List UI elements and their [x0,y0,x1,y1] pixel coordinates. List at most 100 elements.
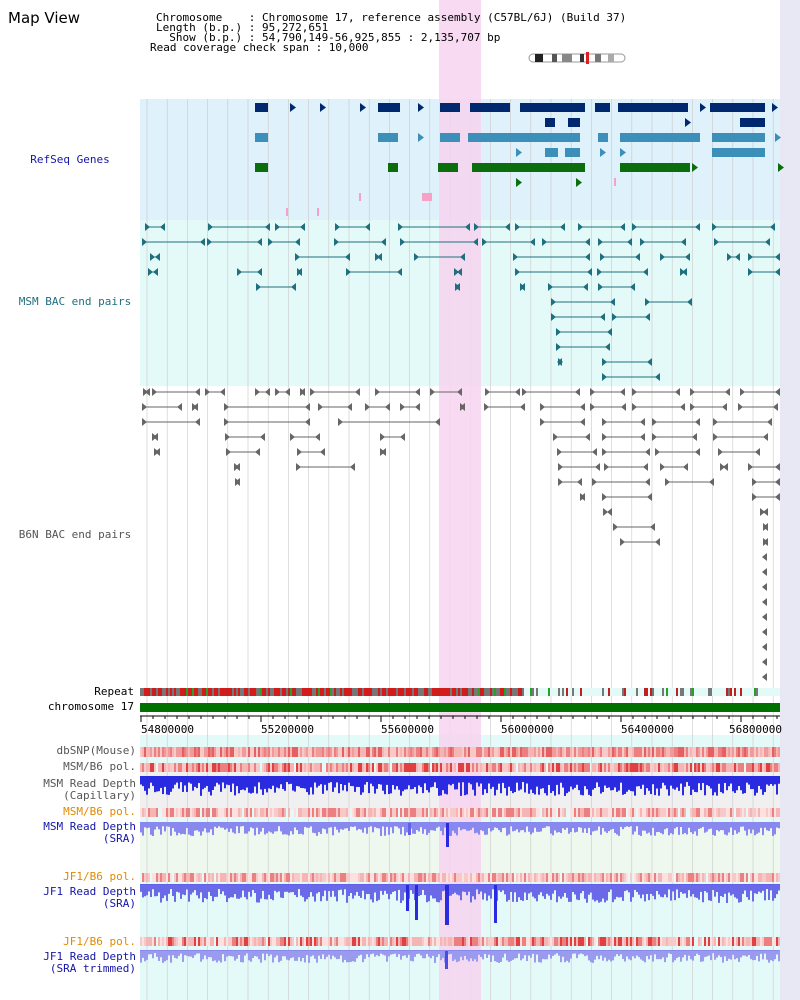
depth-bar [740,778,742,791]
repeat-block [566,688,568,696]
heat-cell [306,937,308,946]
heat-cell [156,747,158,757]
heat-cell [598,937,600,946]
heat-cell [598,873,600,882]
end-marker [275,223,280,231]
heat-cell [672,937,674,946]
track-label-jf1-trimmed[interactable]: JF1 Read Depth (SRA trimmed) [43,950,136,975]
depth-bar [564,823,566,830]
track-label-msm-pol[interactable]: MSM/B6 pol. [63,760,136,773]
repeat-block [420,688,422,696]
end-marker [220,388,225,396]
depth-bar [648,951,650,960]
repeat-track[interactable] [140,688,780,696]
heat-cell [600,808,602,817]
heat-cell [408,747,410,757]
track-label-refseq[interactable]: RefSeq Genes [30,153,110,166]
heat-cell [526,808,528,817]
depth-bar [398,823,400,829]
repeat-block [264,688,266,696]
depth-bar [754,885,756,894]
heat-cell [334,747,336,757]
track-label-b6n-bac[interactable]: B6N BAC end pairs [18,528,132,541]
heat-cell [652,937,654,946]
heat-cell [716,873,718,882]
depth-bar [494,778,496,796]
depth-bar [392,823,394,834]
msm-bac-track[interactable] [142,223,780,381]
heat-cell [398,873,400,882]
depth-bar [662,823,664,835]
heat-cell [312,747,314,757]
track-label-msm-sra[interactable]: MSM Read Depth (SRA) [43,820,136,845]
repeat-block [348,688,350,696]
depth-bar [476,778,478,783]
heat-cell [156,873,158,882]
depth-bar [760,885,762,893]
depth-bar [476,885,478,890]
heat-cell [342,747,344,757]
depth-bar [666,823,668,829]
track-label-msm-bac[interactable]: MSM BAC end pairs [18,295,132,308]
heat-cell [694,747,696,757]
heat-cell [168,873,170,882]
heat-cell [212,937,214,946]
heat-cell [436,937,438,946]
track-label-dbsnp[interactable]: dbSNP(Mouse) [56,744,136,757]
heat-cell [188,808,190,817]
info-show: Show (b.p.) : 54,790,149-56,925,855 : 2,… [156,31,501,44]
depth-bar [454,823,456,834]
depth-bar [290,951,292,959]
heat-cell [448,873,450,882]
end-marker [540,403,545,411]
depth-bar [376,951,378,956]
track-label-jf1-sra[interactable]: JF1 Read Depth (SRA) [43,885,136,910]
track-label-msm-pol-2[interactable]: MSM/B6 pol. [63,805,136,818]
heat-cell [320,763,322,772]
track-label-jf1-pol[interactable]: JF1/B6 pol. [63,870,136,883]
heat-cell [730,873,732,882]
coverage-tracks[interactable] [140,747,780,969]
repeat-block [514,688,516,696]
highlight-region[interactable] [439,0,481,1000]
depth-bar [594,823,596,831]
depth-bar [282,885,284,899]
track-label-jf1-pol-2[interactable]: JF1/B6 pol. [63,935,136,948]
heat-cell [216,763,218,772]
heat-cell [448,937,450,946]
depth-bar [404,778,406,790]
track-label-repeat[interactable]: Repeat [94,685,134,698]
repeat-block [410,688,412,696]
depth-bar [382,885,384,895]
depth-bar [326,951,328,957]
heat-cell [732,937,734,946]
heat-cell [500,873,502,882]
chromosome-ideogram[interactable] [528,52,626,64]
heat-cell [456,747,458,757]
depth-bar [206,885,208,900]
track-label-msm-capillary[interactable]: MSM Read Depth (Capillary) [43,777,136,802]
heat-cell [194,763,196,772]
end-marker [695,418,700,426]
depth-bar [762,778,764,795]
depth-bar [330,778,332,783]
depth-bar [412,778,414,789]
heat-cell [250,808,252,817]
heat-cell [242,763,244,772]
refseq-genes-track[interactable] [255,103,784,216]
end-marker [580,493,585,501]
depth-bar [726,823,728,836]
repeat-block [292,688,294,696]
heat-cell [324,747,326,757]
depth-bar [700,951,702,962]
depth-bar [412,951,414,962]
track-label-chromosome[interactable]: chromosome 17 [47,700,134,713]
depth-bar [454,885,456,893]
depth-bar [688,885,690,891]
heat-cell [262,808,264,817]
gene-exon [740,118,765,127]
end-marker [762,598,767,606]
heat-cell [212,747,214,757]
b6n-bac-track[interactable] [142,388,780,681]
heat-cell [296,937,298,946]
